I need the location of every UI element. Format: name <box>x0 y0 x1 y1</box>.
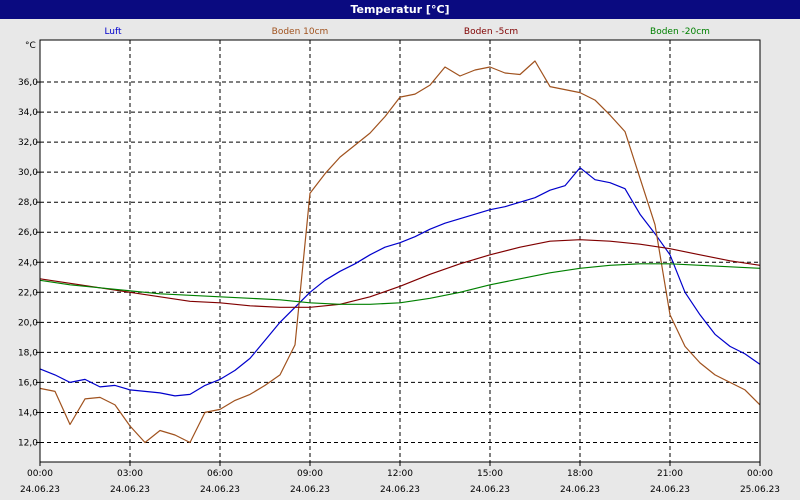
y-axis-label: °C <box>25 41 36 51</box>
y-tick-label: 28,0 <box>18 198 38 208</box>
chart-title: Temperatur [°C] <box>0 0 800 19</box>
legend-entry: Boden -20cm <box>650 27 710 37</box>
x-tick-label-date: 24.06.23 <box>560 485 600 495</box>
x-tick-label-time: 12:00 <box>387 469 413 479</box>
x-tick-label-date: 24.06.23 <box>200 485 240 495</box>
y-tick-label: 16,0 <box>18 378 38 388</box>
series-line-1 <box>39 60 761 444</box>
y-tick-label: 22,0 <box>18 288 38 298</box>
x-tick-label-date: 24.06.23 <box>110 485 150 495</box>
y-tick-label: 32,0 <box>18 138 38 148</box>
x-tick-label-date: 24.06.23 <box>290 485 330 495</box>
y-tick-label: 36,0 <box>18 78 38 88</box>
x-tick-label-time: 00:00 <box>27 469 53 479</box>
x-tick-label-date: 24.06.23 <box>470 485 510 495</box>
y-tick-label: 12,0 <box>18 438 38 448</box>
legend-entry: Boden 10cm <box>272 27 329 37</box>
x-tick-label-date: 25.06.23 <box>740 485 780 495</box>
x-tick-label-time: 09:00 <box>297 469 323 479</box>
y-tick-label: 30,0 <box>18 168 38 178</box>
y-tick-label: 34,0 <box>18 108 38 118</box>
y-tick-label: 26,0 <box>18 228 38 238</box>
x-tick-label-time: 15:00 <box>477 469 503 479</box>
x-tick-label-date: 24.06.23 <box>650 485 690 495</box>
y-tick-label: 18,0 <box>18 348 38 358</box>
x-tick-label-time: 18:00 <box>567 469 593 479</box>
series-line-3 <box>39 263 761 305</box>
x-tick-label-date: 24.06.23 <box>380 485 420 495</box>
x-tick-label-time: 03:00 <box>117 469 143 479</box>
x-tick-label-time: 06:00 <box>207 469 233 479</box>
series-line-2 <box>39 239 761 308</box>
x-tick-label-time: 00:00 <box>747 469 773 479</box>
y-tick-label: 14,0 <box>18 408 38 418</box>
legend-entry: Luft <box>104 27 122 37</box>
legend-entry: Boden -5cm <box>464 27 518 37</box>
y-tick-label: 24,0 <box>18 258 38 268</box>
plot-frame <box>39 39 761 463</box>
y-tick-label: 20,0 <box>18 318 38 328</box>
x-tick-label-time: 21:00 <box>657 469 683 479</box>
series-line-0 <box>39 167 761 397</box>
x-tick-label-date: 24.06.23 <box>20 485 60 495</box>
